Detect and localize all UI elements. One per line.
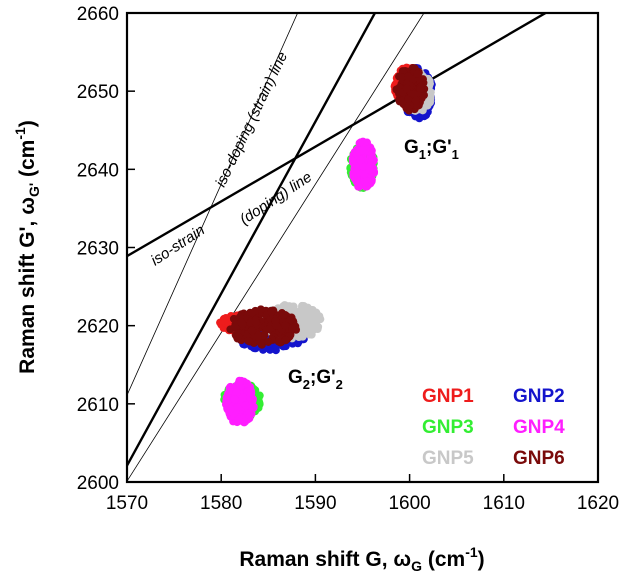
iso-strain-line-label-b: (doping) line [237, 169, 315, 229]
y-tick-label: 2630 [77, 239, 119, 260]
data-point [265, 325, 274, 334]
data-point [298, 301, 307, 310]
data-point [238, 393, 247, 402]
reference-line [127, 13, 377, 467]
data-point [247, 326, 256, 335]
data-point [241, 417, 250, 426]
legend-entry: GNP6 [513, 448, 565, 469]
data-point [235, 378, 244, 387]
data-point [256, 305, 265, 314]
data-point [409, 90, 418, 99]
reference-line [127, 13, 425, 482]
y-tick-label: 2650 [77, 82, 119, 103]
x-tick-label: 1620 [577, 493, 619, 514]
data-point [358, 162, 367, 171]
data-point [232, 388, 241, 397]
data-point [256, 339, 265, 348]
data-point [288, 324, 297, 333]
data-point [404, 95, 413, 104]
data-point [349, 158, 358, 167]
data-point [305, 321, 314, 330]
data-point [267, 307, 276, 316]
reference-line [127, 13, 548, 258]
data-point [230, 395, 239, 404]
data-point [281, 336, 290, 345]
data-point [222, 398, 231, 407]
data-point [425, 95, 434, 104]
x-tick-label: 1570 [106, 493, 148, 514]
data-point [411, 96, 420, 105]
reference-line [127, 13, 299, 396]
data-point [234, 415, 243, 424]
y-tick-label: 2620 [77, 317, 119, 338]
data-point [226, 404, 235, 413]
data-point [237, 318, 246, 327]
data-point [251, 318, 260, 327]
legend: GNP1 GNP2 GNP3 GNP4 GNP5 GNP6 [422, 386, 565, 469]
data-point [272, 321, 281, 330]
legend-entry: GNP5 [422, 448, 474, 469]
data-point [308, 306, 317, 315]
data-point [354, 182, 363, 191]
legend-entry: GNP3 [422, 417, 474, 438]
data-point [365, 163, 374, 172]
data-point [349, 172, 358, 181]
data-point [358, 145, 367, 154]
data-point [403, 104, 412, 113]
data-point [274, 337, 283, 346]
cluster-label-g1: G1;G'1 [404, 137, 459, 162]
data-point [298, 325, 307, 334]
data-point [221, 314, 230, 323]
data-point [413, 69, 422, 78]
data-point [243, 379, 252, 388]
scatter-points [216, 63, 436, 427]
data-point [294, 333, 303, 342]
data-point [402, 84, 411, 93]
data-point [241, 401, 250, 410]
x-axis-title: Raman shift G, ωG (cm-1) [239, 544, 484, 574]
y-tick-label: 2610 [77, 395, 119, 416]
data-point [233, 403, 242, 412]
legend-entry: GNP2 [513, 386, 565, 407]
data-point [246, 386, 255, 395]
data-point [362, 181, 371, 190]
x-tick-label: 1600 [388, 493, 430, 514]
data-point [244, 336, 253, 345]
data-point [281, 321, 290, 330]
y-tick-label: 2660 [77, 4, 119, 25]
data-point [247, 308, 256, 317]
legend-entry: GNP4 [513, 417, 565, 438]
x-tick-label: 1610 [483, 493, 525, 514]
data-point [404, 72, 413, 81]
x-tick-label: 1590 [294, 493, 336, 514]
legend-entry: GNP1 [422, 386, 474, 407]
data-point [234, 332, 243, 341]
data-point [279, 310, 288, 319]
data-point [356, 156, 365, 165]
x-tick-label: 1580 [200, 493, 242, 514]
plot-frame [125, 11, 600, 484]
data-point [416, 84, 425, 93]
data-point [264, 337, 273, 346]
y-axis-title: Raman shift G', ωG' (cm-1) [12, 120, 42, 374]
data-point [296, 314, 305, 323]
iso-strain-line-label-a: iso-strain [148, 222, 208, 270]
data-point [226, 386, 235, 395]
data-point [397, 73, 406, 82]
data-point [310, 314, 319, 323]
reference-lines [127, 13, 548, 482]
axis-ticks: 1570 1580 1590 1600 1610 1620 2600 2610 2620 2630… [77, 4, 619, 514]
y-tick-label: 2600 [77, 473, 119, 494]
y-tick-label: 2640 [77, 160, 119, 181]
cluster-label-g2: G2;G'2 [288, 367, 343, 392]
data-point [253, 332, 262, 341]
